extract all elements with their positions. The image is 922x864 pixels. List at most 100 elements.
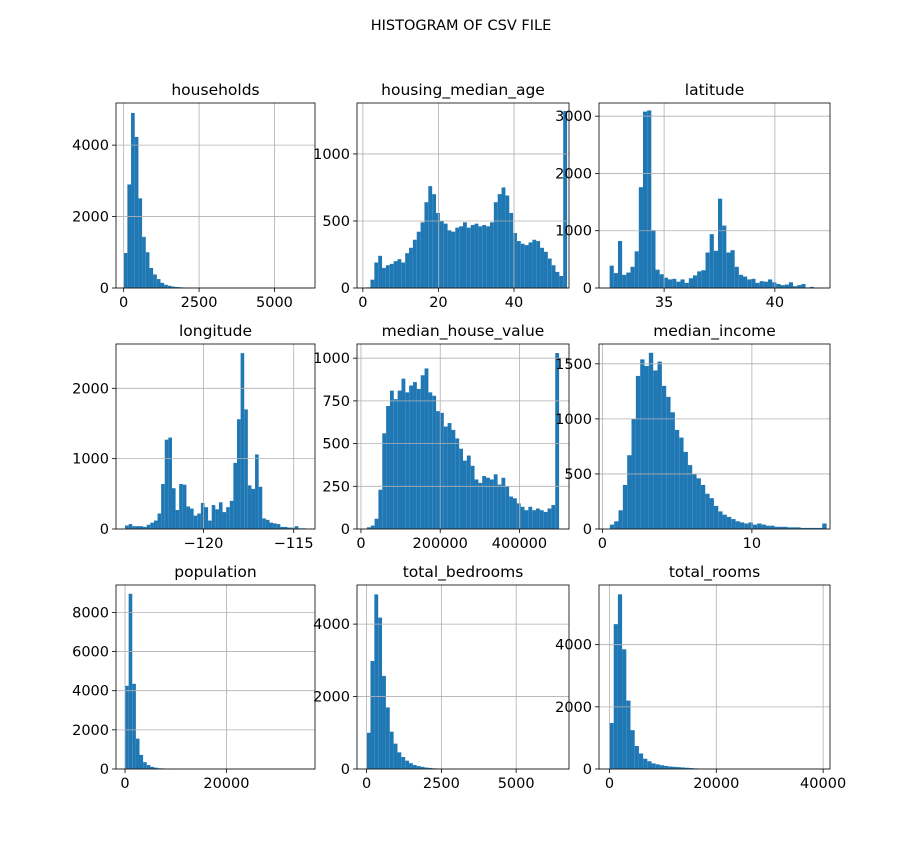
histogram-bar bbox=[128, 593, 133, 769]
histogram-bar bbox=[520, 243, 525, 288]
histogram-bar bbox=[482, 476, 487, 529]
histogram-bar bbox=[647, 110, 652, 288]
histogram-bar bbox=[222, 512, 227, 529]
histogram-bar bbox=[705, 252, 710, 288]
histogram-bar bbox=[135, 526, 140, 529]
histogram-bar bbox=[466, 227, 471, 288]
histogram-bar bbox=[478, 482, 483, 529]
histogram-bar bbox=[470, 224, 475, 288]
y-tick-label: 0 bbox=[583, 762, 592, 778]
histogram-bar bbox=[651, 230, 656, 288]
y-tick-label: 1000 bbox=[72, 452, 109, 468]
histogram-bar bbox=[142, 236, 146, 288]
histogram-bar bbox=[626, 700, 631, 769]
histogram-bar bbox=[131, 113, 135, 288]
histogram-bar bbox=[378, 255, 383, 288]
histogram-bar bbox=[156, 279, 161, 288]
histogram-bar bbox=[393, 261, 398, 288]
histogram-bar bbox=[157, 513, 162, 529]
x-tick-label: 20000 bbox=[693, 776, 739, 792]
histogram-bar bbox=[555, 353, 560, 529]
y-tick-label: 3000 bbox=[555, 109, 592, 125]
histogram-bar bbox=[713, 505, 719, 529]
histogram-bar bbox=[630, 730, 635, 769]
histogram-bar bbox=[765, 525, 771, 529]
histogram-bar bbox=[138, 198, 143, 288]
histogram-bar bbox=[389, 390, 394, 529]
y-tick-label: 1000 bbox=[555, 412, 592, 428]
histogram-bar bbox=[412, 765, 417, 769]
histogram-bar bbox=[482, 224, 487, 288]
histogram-bar bbox=[509, 212, 514, 288]
histogram-bar bbox=[443, 426, 448, 529]
x-tick-label: 40 bbox=[505, 295, 523, 311]
y-tick-label: 0 bbox=[341, 281, 350, 297]
histogram-bar bbox=[171, 286, 176, 288]
histogram-bar bbox=[255, 454, 259, 529]
histogram-bar bbox=[752, 524, 758, 529]
histogram-bar bbox=[134, 136, 139, 288]
y-tick-label: 0 bbox=[100, 762, 109, 778]
histogram-bar bbox=[713, 250, 719, 288]
x-tick-label: 5000 bbox=[498, 776, 535, 792]
histogram-bar bbox=[123, 253, 128, 288]
axes-frame bbox=[356, 102, 570, 289]
histogram-bar bbox=[791, 527, 797, 529]
histogram-bar bbox=[613, 624, 618, 769]
histogram-bar bbox=[447, 230, 452, 288]
histogram-bar bbox=[817, 527, 823, 529]
histogram-bar bbox=[405, 760, 410, 769]
histogram-bar bbox=[378, 617, 383, 769]
histogram-bar bbox=[528, 506, 533, 529]
subplot-title: housing_median_age bbox=[381, 81, 545, 100]
histogram-bar bbox=[709, 234, 714, 288]
histogram-bar bbox=[366, 527, 371, 529]
histogram-bar bbox=[735, 521, 740, 529]
histogram-bar bbox=[663, 277, 668, 288]
histogram-bar bbox=[128, 524, 133, 529]
histogram-bar bbox=[125, 685, 129, 769]
y-tick-label: 2000 bbox=[72, 723, 109, 739]
subplot-title: total_rooms bbox=[669, 563, 760, 582]
histogram-bar bbox=[258, 486, 263, 529]
x-tick-label: −120 bbox=[184, 536, 224, 552]
histogram-bar bbox=[436, 411, 440, 529]
histogram-bar bbox=[644, 366, 649, 529]
histogram-bar bbox=[397, 752, 402, 769]
histogram-bar bbox=[416, 231, 421, 288]
histogram-bar bbox=[626, 272, 631, 288]
histogram-bar bbox=[424, 368, 429, 529]
histogram-bar bbox=[757, 523, 762, 529]
panel-households: 0 2500 5000 0 2000 4000 households bbox=[72, 81, 316, 311]
histogram-bar bbox=[416, 388, 421, 529]
histogram-bar bbox=[150, 522, 154, 529]
panel-latitude: 35 40 0 1000 2000 3000 latitude bbox=[555, 81, 831, 311]
axes-frame bbox=[598, 102, 831, 289]
histogram-bar bbox=[563, 111, 568, 288]
axes-frame bbox=[356, 343, 570, 530]
histogram-bar bbox=[536, 508, 540, 529]
histogram-bar bbox=[613, 273, 618, 288]
histogram-bar bbox=[370, 661, 375, 769]
histogram-bar bbox=[424, 767, 429, 769]
histogram-bar bbox=[501, 477, 506, 529]
histogram-bar bbox=[135, 738, 140, 769]
histogram-bar bbox=[409, 385, 414, 529]
histogram-bar bbox=[692, 473, 697, 529]
histogram-bar bbox=[262, 518, 266, 529]
histogram-bar bbox=[139, 526, 144, 529]
histogram-bar bbox=[653, 370, 658, 529]
histogram-bar bbox=[389, 731, 394, 769]
histogram-bar bbox=[793, 286, 798, 288]
histogram-bar bbox=[420, 766, 425, 769]
histogram-bar bbox=[800, 527, 805, 529]
histogram-bar bbox=[474, 479, 479, 529]
y-tick-label: 750 bbox=[322, 394, 350, 410]
histogram-bar bbox=[783, 526, 788, 529]
axes-frame bbox=[115, 584, 316, 770]
histogram-bar bbox=[455, 438, 460, 529]
histogram-bar bbox=[459, 226, 463, 288]
histogram-bar bbox=[150, 766, 154, 769]
histogram-bar bbox=[778, 526, 784, 529]
histogram-bar bbox=[139, 754, 144, 769]
